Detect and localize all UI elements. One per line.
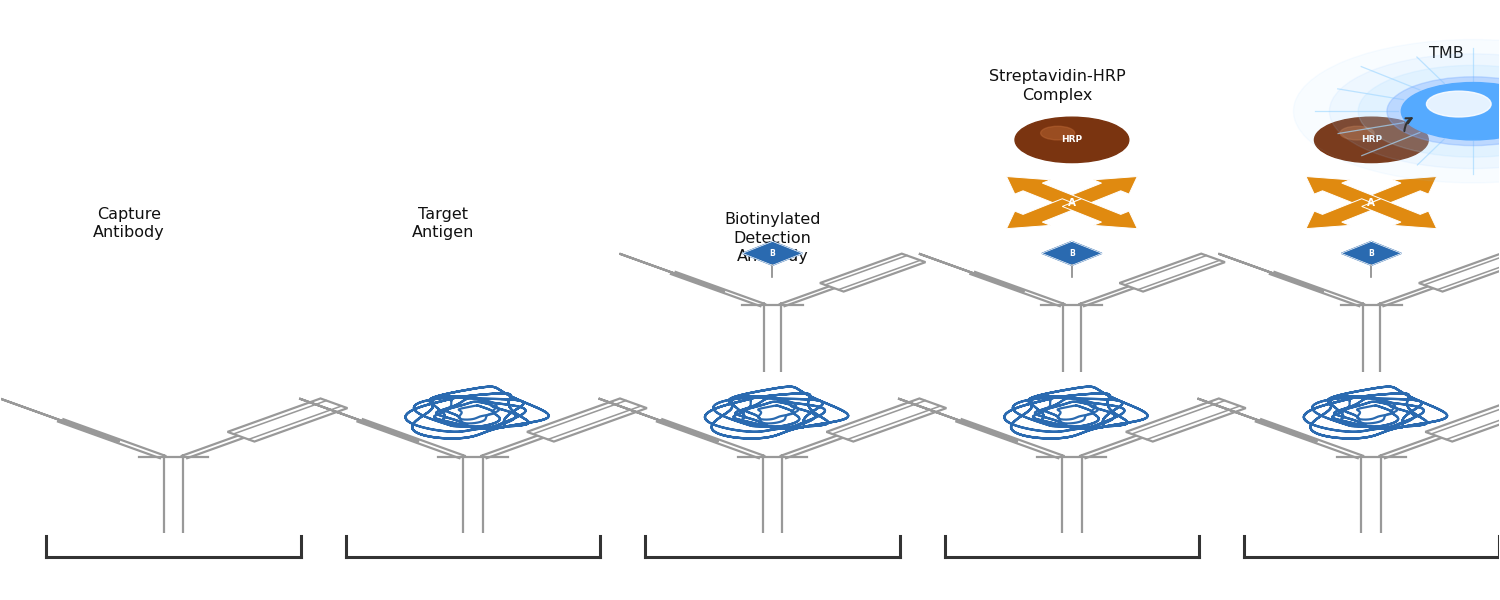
Text: Capture
Antibody: Capture Antibody bbox=[93, 206, 165, 240]
Text: Target
Antigen: Target Antigen bbox=[413, 206, 474, 240]
Circle shape bbox=[1016, 117, 1130, 163]
Polygon shape bbox=[1062, 199, 1137, 229]
Polygon shape bbox=[0, 398, 120, 442]
Polygon shape bbox=[228, 398, 348, 442]
Polygon shape bbox=[1306, 176, 1382, 206]
Polygon shape bbox=[1197, 398, 1317, 442]
Polygon shape bbox=[742, 241, 802, 265]
Text: A: A bbox=[1068, 197, 1076, 208]
Circle shape bbox=[1340, 126, 1374, 140]
Text: B: B bbox=[1368, 249, 1374, 258]
Circle shape bbox=[1293, 40, 1500, 183]
Circle shape bbox=[1401, 83, 1500, 140]
Circle shape bbox=[1426, 91, 1491, 117]
Polygon shape bbox=[898, 398, 1019, 442]
Polygon shape bbox=[827, 398, 946, 442]
Circle shape bbox=[1041, 126, 1074, 140]
Polygon shape bbox=[1119, 254, 1226, 292]
Polygon shape bbox=[1007, 176, 1082, 206]
Polygon shape bbox=[598, 398, 718, 442]
Text: Streptavidin-HRP
Complex: Streptavidin-HRP Complex bbox=[988, 70, 1125, 103]
Polygon shape bbox=[1362, 199, 1437, 229]
Polygon shape bbox=[920, 254, 1024, 292]
Text: Biotinylated
Detection
Antibody: Biotinylated Detection Antibody bbox=[724, 212, 821, 264]
Polygon shape bbox=[1425, 398, 1500, 442]
Polygon shape bbox=[1042, 241, 1102, 265]
Polygon shape bbox=[1362, 176, 1437, 206]
Text: A: A bbox=[1368, 197, 1376, 208]
Text: HRP: HRP bbox=[1360, 136, 1382, 145]
Polygon shape bbox=[1419, 254, 1500, 292]
Polygon shape bbox=[1306, 199, 1382, 229]
Text: HRP: HRP bbox=[1062, 136, 1083, 145]
Text: B: B bbox=[770, 249, 776, 258]
Text: TMB: TMB bbox=[1430, 46, 1464, 61]
Polygon shape bbox=[298, 398, 418, 442]
Polygon shape bbox=[1062, 176, 1137, 206]
Polygon shape bbox=[620, 254, 724, 292]
Circle shape bbox=[1314, 117, 1428, 163]
Circle shape bbox=[1329, 54, 1500, 169]
Circle shape bbox=[1358, 65, 1500, 157]
Polygon shape bbox=[1218, 254, 1324, 292]
Polygon shape bbox=[526, 398, 646, 442]
Polygon shape bbox=[1126, 398, 1246, 442]
Polygon shape bbox=[1341, 241, 1401, 265]
Text: B: B bbox=[1070, 249, 1076, 258]
Polygon shape bbox=[1007, 199, 1082, 229]
Polygon shape bbox=[821, 254, 926, 292]
Circle shape bbox=[1388, 77, 1500, 146]
